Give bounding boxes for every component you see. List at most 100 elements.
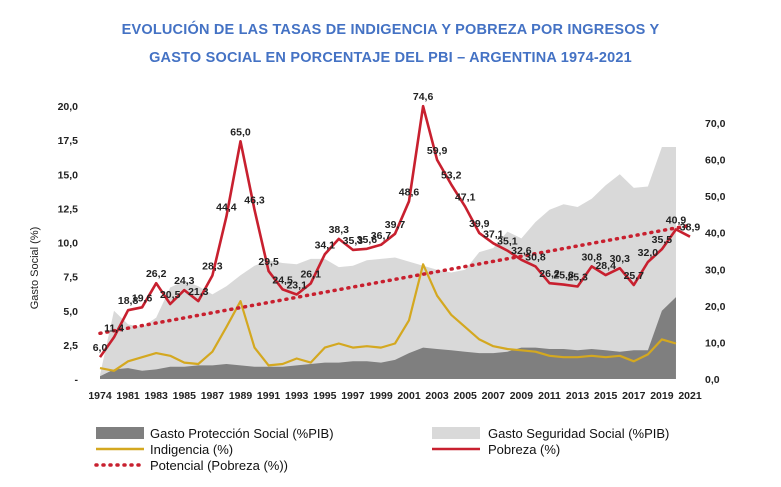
legend-label-indigencia: Indigencia (%): [150, 442, 233, 457]
pobreza-data-label: 35,5: [652, 234, 673, 246]
pobreza-data-label: 30,8: [525, 251, 546, 263]
x-axis-tick: 1991: [257, 390, 281, 402]
right-axis-tick: 20,0: [705, 301, 726, 313]
pobreza-data-label: 39,7: [385, 219, 406, 231]
area-seguridad-social: [100, 147, 676, 379]
axes-layer: - 2,5 5,0 7,5 10,0 12,5 15,0 17,5 20,0 0,0 10,0 20,…: [58, 101, 726, 402]
pobreza-data-label: 6,0: [93, 342, 108, 354]
x-axis-tick: 2011: [538, 390, 561, 402]
y-axis-label: Gasto Social (%): [29, 227, 41, 310]
legend: Gasto Protección Social (%PIB) Gasto Seg…: [94, 426, 669, 473]
pobreza-data-label: 38,3: [329, 224, 350, 236]
legend-label-seguridad: Gasto Seguridad Social (%PIB): [488, 426, 669, 441]
left-axis-tick: -: [75, 374, 79, 386]
pobreza-data-label: 46,3: [244, 195, 265, 207]
chart-title-line-2: GASTO SOCIAL EN PORCENTAJE DEL PBI – ARG…: [149, 50, 632, 66]
pobreza-data-label: 24,3: [174, 275, 195, 287]
pobreza-data-label: 28,3: [202, 261, 223, 273]
right-axis-tick: 10,0: [705, 337, 726, 349]
pobreza-data-label: 30,8: [581, 251, 602, 263]
x-axis-tick: 2017: [622, 390, 646, 402]
pobreza-data-label: 26,1: [300, 269, 321, 281]
x-axis-tick: 1974: [88, 390, 112, 402]
left-axis-tick: 15,0: [58, 169, 79, 181]
lines-layer: [98, 104, 692, 372]
pobreza-data-label: 18,8: [118, 295, 139, 307]
right-axis-tick: 60,0: [705, 155, 726, 167]
legend-label-potencial: Potencial (Pobreza (%)): [150, 458, 288, 473]
pobreza-data-label: 39,9: [469, 218, 490, 230]
pobreza-data-label: 20,5: [160, 289, 181, 301]
left-axis-tick: 5,0: [63, 306, 78, 318]
pobreza-data-label: 37,1: [483, 228, 504, 240]
labels-layer: 6,0 11,4 18,819,6 26,2 20,5 24,321,3 28,3 44,4 6…: [93, 91, 701, 354]
pobreza-data-label: 32,0: [638, 247, 659, 259]
left-axis-tick: 7,5: [63, 272, 78, 284]
pobreza-data-label: 23,1: [286, 280, 307, 292]
pobreza-data-label: 25,8: [553, 270, 574, 282]
left-axis-tick: 17,5: [58, 135, 79, 147]
pobreza-data-label: 35,1: [497, 236, 518, 248]
right-axis-tick: 70,0: [705, 118, 726, 130]
left-axis-tick: 10,0: [58, 238, 79, 250]
pobreza-data-label: 47,1: [455, 192, 476, 204]
pobreza-data-label: 11,4: [104, 322, 124, 334]
x-axis-tick: 2021: [678, 390, 702, 402]
left-axis-tick: 2,5: [63, 340, 78, 352]
x-axis-tick: 2005: [454, 390, 478, 402]
left-axis-tick: 20,0: [58, 101, 79, 113]
pobreza-data-label: 40,9: [666, 214, 687, 226]
pobreza-data-label: 25,7: [624, 270, 645, 282]
x-axis-tick: 2015: [594, 390, 618, 402]
pobreza-data-label: 48,6: [399, 186, 420, 198]
line-pobreza: [98, 104, 691, 358]
pobreza-data-label: 26,2: [146, 268, 167, 280]
pobreza-data-label: 35,6: [357, 234, 378, 246]
x-axis-tick: 2007: [482, 390, 506, 402]
pobreza-data-label: 28,4: [595, 260, 616, 272]
x-axis-tick: 1983: [145, 390, 169, 402]
legend-swatch-proteccion: [96, 427, 144, 439]
x-axis-tick: 1995: [313, 390, 337, 402]
pobreza-data-label: 19,6: [132, 292, 153, 304]
x-axis-tick: 1989: [229, 390, 253, 402]
x-axis-tick: 2001: [397, 390, 421, 402]
areas-layer: [100, 147, 676, 379]
pobreza-data-label: 34,1: [315, 239, 336, 251]
legend-swatch-seguridad: [432, 427, 480, 439]
pobreza-data-label: 26,2: [539, 268, 560, 280]
area-proteccion-social: [100, 297, 676, 379]
pobreza-data-label: 74,6: [413, 91, 434, 103]
right-axis-tick: 40,0: [705, 228, 726, 240]
pobreza-data-label: 25,3: [567, 272, 588, 284]
x-axis-tick: 2013: [566, 390, 590, 402]
x-axis-tick: 1985: [173, 390, 197, 402]
pobreza-data-label: 59,9: [427, 145, 448, 157]
pobreza-data-label: 29,5: [258, 256, 279, 268]
pobreza-data-label: 24,5: [272, 274, 293, 286]
pobreza-data-label: 38,9: [680, 222, 701, 234]
line-potencial-pobreza: [98, 223, 692, 336]
chart-title-line-1: EVOLUCIÓN DE LAS TASAS DE INDIGENCIA Y P…: [121, 22, 660, 38]
legend-label-proteccion: Gasto Protección Social (%PIB): [150, 426, 334, 441]
right-axis-tick: 30,0: [705, 264, 726, 276]
x-axis-tick: 1993: [285, 390, 309, 402]
x-axis-tick: 1987: [201, 390, 225, 402]
left-axis-tick: 12,5: [58, 203, 79, 215]
pobreza-data-label: 35,3: [343, 235, 364, 247]
pobreza-data-label: 32,6: [511, 245, 532, 257]
pobreza-data-label: 44,4: [216, 202, 237, 214]
x-axis-tick: 1999: [369, 390, 393, 402]
line-indigencia: [99, 263, 677, 372]
x-axis-tick: 2019: [650, 390, 674, 402]
legend-label-pobreza: Pobreza (%): [488, 442, 560, 457]
x-axis-tick: 2009: [510, 390, 534, 402]
pobreza-data-label: 53,2: [441, 169, 462, 181]
right-axis-tick: 0,0: [705, 374, 720, 386]
x-axis-tick: 1997: [341, 390, 365, 402]
pobreza-data-label: 21,3: [188, 286, 209, 298]
pobreza-data-label: 30,3: [610, 253, 631, 265]
x-axis-tick: 1981: [116, 390, 140, 402]
pobreza-data-label: 65,0: [230, 126, 251, 138]
